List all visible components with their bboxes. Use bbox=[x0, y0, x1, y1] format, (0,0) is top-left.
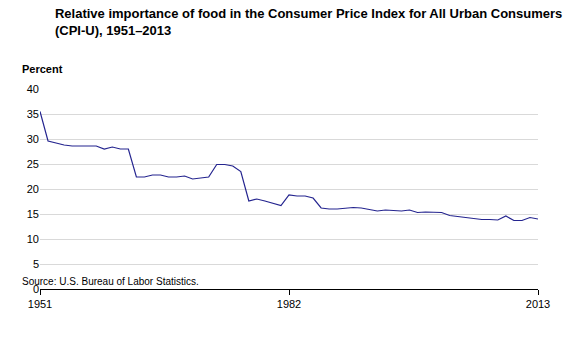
svg-text:Percent: Percent bbox=[22, 63, 63, 75]
svg-text:Relative importance of food in: Relative importance of food in the Consu… bbox=[55, 6, 562, 38]
svg-text:10: 10 bbox=[27, 233, 39, 245]
svg-text:1951: 1951 bbox=[28, 298, 52, 310]
svg-text:40: 40 bbox=[27, 83, 39, 95]
svg-text:25: 25 bbox=[27, 158, 39, 170]
svg-text:5: 5 bbox=[33, 258, 39, 270]
svg-text:0: 0 bbox=[33, 283, 39, 295]
svg-text:2013: 2013 bbox=[526, 298, 550, 310]
svg-text:Source: U.S. Bureau of Labor S: Source: U.S. Bureau of Labor Statistics. bbox=[22, 276, 199, 287]
svg-text:15: 15 bbox=[27, 208, 39, 220]
svg-text:30: 30 bbox=[27, 133, 39, 145]
svg-text:35: 35 bbox=[27, 108, 39, 120]
svg-text:20: 20 bbox=[27, 183, 39, 195]
svg-text:1982: 1982 bbox=[277, 298, 301, 310]
